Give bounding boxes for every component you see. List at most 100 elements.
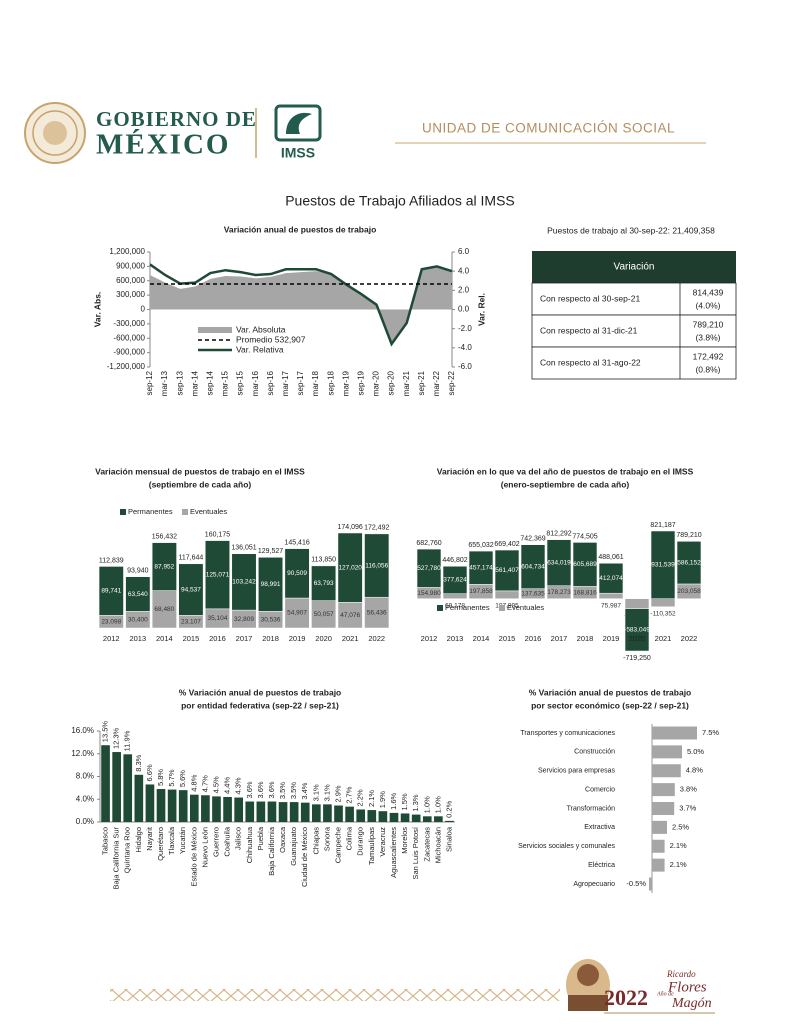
- segment-label: 197,858: [469, 588, 493, 595]
- bar: [411, 814, 421, 822]
- bar-segment: [520, 544, 546, 589]
- y-tick-label: 12.0%: [71, 749, 94, 758]
- x-tick-label: Tabasco: [101, 827, 110, 855]
- value-label: 5.6%: [178, 770, 187, 787]
- y-tick-label: 16.0%: [71, 726, 94, 735]
- footer-year: 2022: [604, 985, 648, 1010]
- segment-label: 23,098: [101, 618, 121, 625]
- bar: [652, 802, 675, 815]
- segment-label: 931,539: [651, 562, 675, 569]
- total-label: 812,292: [546, 531, 571, 538]
- x-tick-label: sep-21: [417, 370, 426, 395]
- bar-segment: [572, 542, 598, 587]
- bar-segment: [650, 598, 676, 607]
- x-tick-label: 2020: [629, 634, 646, 643]
- segment-label: 63,540: [128, 591, 148, 598]
- value-label: 4.8%: [686, 766, 703, 775]
- bar: [649, 877, 652, 891]
- segment-label: 137,635: [521, 590, 545, 597]
- x-tick-label: Oaxaca: [278, 826, 287, 853]
- x-tick-label: sep-15: [236, 370, 245, 395]
- x-tick-label: Puebla: [256, 826, 265, 850]
- y-tick-label: -300,000: [113, 319, 145, 328]
- table-row: [531, 346, 737, 380]
- segment-label: 103,242: [232, 579, 256, 586]
- y2-tick-label: -4.0: [458, 343, 472, 352]
- x-tick-label: 2015: [183, 634, 200, 643]
- bar: [323, 804, 332, 822]
- x-tick-label: 2022: [681, 634, 698, 643]
- total-label: 172,492: [364, 525, 389, 532]
- bar: [212, 796, 221, 822]
- value-label: 5.8%: [156, 769, 165, 786]
- bar: [278, 802, 288, 822]
- x-tick-label: Chihuahua: [245, 826, 254, 863]
- value-label: 0.2%: [444, 800, 453, 817]
- x-tick-label: 2014: [156, 634, 173, 643]
- total-label: 774,505: [572, 533, 597, 540]
- table-body: Con respecto al 30-sep-21 814,439 (4.0%) Co…: [531, 282, 737, 380]
- segment-label: 457,174: [469, 564, 493, 571]
- table-value: 814,439: [693, 287, 724, 297]
- x-tick-label: mar-14: [190, 370, 199, 396]
- bar-segment: [364, 596, 390, 629]
- total-label: 655,032: [468, 542, 493, 549]
- table-value: 789,210: [693, 319, 724, 329]
- bar: [356, 809, 366, 822]
- bar: [134, 774, 144, 822]
- segment-label: 604,734: [521, 563, 545, 570]
- footer-first-name: Ricardo: [666, 969, 696, 979]
- value-label: 13.5%: [101, 721, 110, 743]
- total-label: 446,802: [442, 557, 467, 564]
- bar-segment: [98, 566, 124, 616]
- segment-label: 30,536: [261, 616, 281, 623]
- x-tick-label: Querétaro: [156, 827, 165, 861]
- bar: [652, 726, 697, 740]
- x-tick-label: Guerrero: [211, 827, 220, 857]
- bar: [652, 783, 675, 797]
- x-tick-label: 2016: [209, 634, 226, 643]
- y2-tick-label: 2.0: [458, 285, 470, 294]
- x-tick-label: sep-19: [357, 370, 366, 395]
- chart-title: % Variación anual de puestos de trabajo: [529, 687, 692, 697]
- bar: [245, 801, 255, 822]
- value-label: 12.3%: [112, 727, 121, 749]
- y-tick-label: 900,000: [116, 261, 145, 270]
- total-label: 669,402: [494, 541, 519, 548]
- value-label: 6.6%: [145, 764, 154, 781]
- value-label: 1.9%: [378, 791, 387, 808]
- y2-tick-label: -6.0: [458, 362, 472, 371]
- segment-label: 32,809: [234, 616, 254, 623]
- x-tick-label: Baja California Sur: [112, 826, 121, 889]
- total-label: 174,096: [338, 524, 363, 531]
- gov-line1: GOBIERNO DE: [96, 107, 257, 131]
- chart-subtitle: (septiembre de cada año): [149, 479, 252, 489]
- bar-segment: [204, 540, 230, 610]
- x-tick-label: Jalisco: [234, 827, 243, 850]
- value-label: 3.6%: [256, 781, 265, 798]
- legend-label: Var. Relativa: [236, 344, 284, 354]
- y-axis-label: Var. Abs.: [92, 292, 102, 328]
- value-label: 2.1%: [670, 841, 687, 850]
- bar-segment: [598, 562, 624, 594]
- bar: [178, 790, 188, 822]
- x-tick-label: 2022: [368, 634, 385, 643]
- bar: [123, 754, 133, 822]
- segment-label: 30,400: [128, 616, 148, 623]
- value-label: 3.7%: [679, 803, 696, 812]
- x-tick-label: Durango: [356, 827, 365, 856]
- bar: [434, 816, 443, 822]
- footer-surname1: Flores: [667, 979, 707, 995]
- bar-segment: [468, 550, 494, 585]
- value-label: -0.5%: [626, 879, 646, 888]
- legend-label: Var. Absoluta: [236, 324, 286, 334]
- x-tick-label: Quintana Roo: [123, 827, 132, 873]
- bar-segment: [676, 541, 702, 585]
- bar: [145, 784, 155, 822]
- segment-label: 154,980: [417, 590, 441, 597]
- segment-label: 116,056: [365, 562, 388, 569]
- x-tick-label: Chiapas: [311, 827, 320, 855]
- chart-title: Variación en lo que va del año de puesto…: [437, 466, 694, 476]
- bar: [101, 745, 110, 822]
- bar: [652, 745, 682, 759]
